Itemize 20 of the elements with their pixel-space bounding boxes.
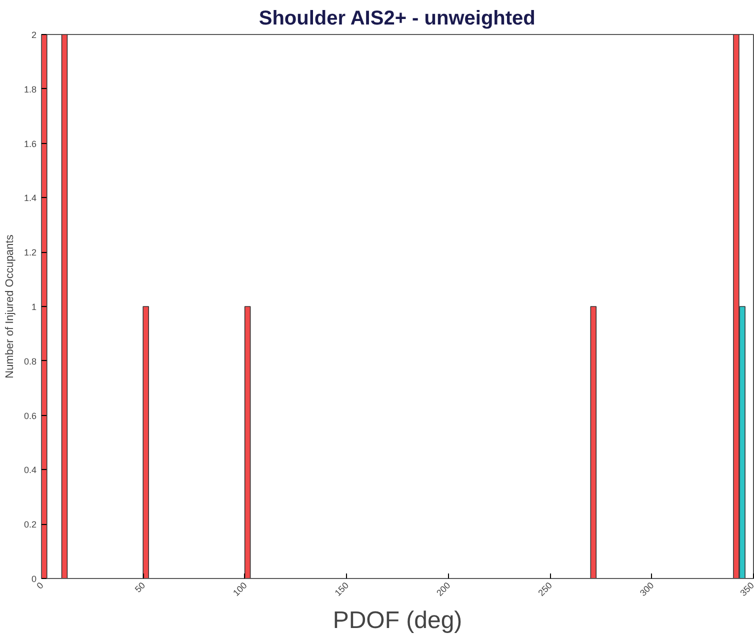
x-tick-label: 250 xyxy=(536,580,554,598)
x-tick-label: 350 xyxy=(738,580,754,598)
chart-title: Shoulder AIS2+ - unweighted xyxy=(258,8,536,30)
x-tick-label: 50 xyxy=(132,580,148,594)
x-tick-label: 150 xyxy=(332,580,351,598)
y-tick-label: 1.2 xyxy=(24,248,37,258)
y-tick-label: 2 xyxy=(31,30,37,40)
y-tick-label: 1.6 xyxy=(24,138,37,149)
x-tick-label: 200 xyxy=(434,580,452,598)
y-tick-label: 0.8 xyxy=(24,356,37,366)
x-axis-title: PDOF (deg) xyxy=(332,607,462,634)
y-tick-label: 0.6 xyxy=(24,410,37,421)
y-tick-label: 1.4 xyxy=(24,193,37,204)
x-tick-label: 300 xyxy=(638,580,656,598)
y-tick-label: 0.4 xyxy=(24,465,37,476)
y-axis-title: Number of Injured Occupants xyxy=(4,234,16,378)
y-tick-label: 0.2 xyxy=(24,520,37,530)
x-tick-label: 100 xyxy=(231,580,249,598)
y-tick-label: 1.8 xyxy=(24,84,37,94)
y-tick-label: 1 xyxy=(31,302,37,312)
